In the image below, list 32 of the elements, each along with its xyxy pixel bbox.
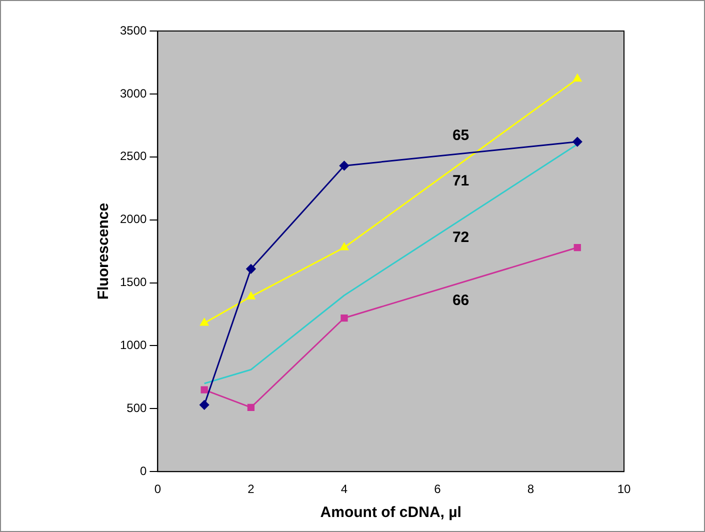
x-tick-label: 4 — [340, 482, 348, 496]
y-axis-title: Fluorescence — [95, 202, 112, 300]
x-axis-title: Amount of cDNA, µl — [320, 504, 462, 522]
y-tick-label: 1500 — [120, 275, 148, 290]
point — [572, 137, 582, 147]
y-tick-label: 500 — [126, 400, 148, 415]
x-tick-label: 2 — [248, 482, 255, 496]
point — [246, 264, 256, 274]
point — [200, 318, 209, 326]
y-tick-label: 3500 — [120, 23, 148, 38]
x-tick-label: 8 — [527, 482, 534, 496]
point — [573, 74, 582, 82]
series-label: 66 — [452, 292, 470, 309]
point — [247, 404, 255, 411]
point — [200, 400, 210, 410]
x-tick-label: 0 — [154, 482, 162, 496]
point — [200, 386, 208, 394]
y-tick-label: 2000 — [120, 212, 148, 226]
point — [574, 244, 581, 252]
series-label: 72 — [452, 228, 470, 246]
x-tick-label: 10 — [617, 482, 631, 496]
y-tick-label: 2500 — [120, 149, 148, 164]
series-label: 65 — [452, 126, 470, 144]
x-tick-label: 6 — [434, 482, 442, 496]
y-tick-label: 1000 — [120, 338, 148, 352]
point — [340, 242, 348, 250]
series-label: 71 — [452, 172, 470, 190]
y-tick-label: 0 — [140, 464, 148, 478]
point — [246, 292, 256, 300]
y-tick-label: 3000 — [120, 86, 148, 100]
point — [339, 160, 349, 170]
point — [340, 314, 348, 322]
